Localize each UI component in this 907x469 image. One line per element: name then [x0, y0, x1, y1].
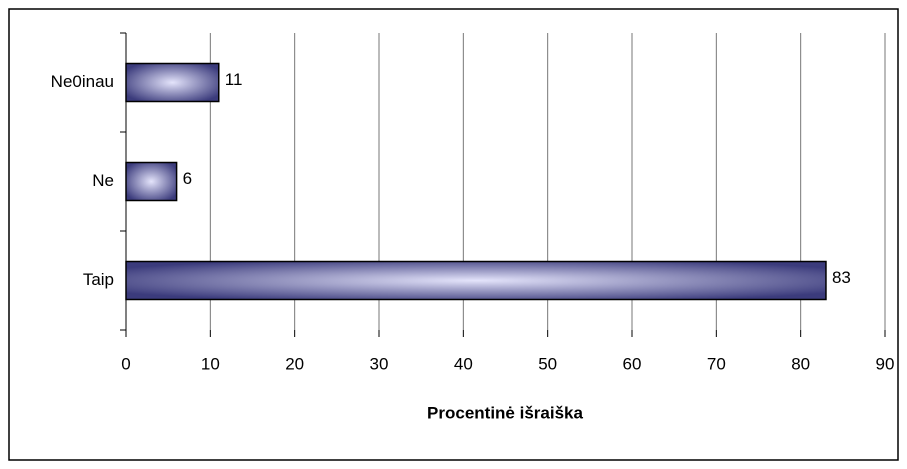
x-tick-label: 10	[201, 354, 220, 373]
x-tick-label: 20	[285, 354, 304, 373]
value-label: 83	[832, 268, 851, 287]
x-tick-label: 70	[707, 354, 726, 373]
y-tick-label: Ne	[92, 171, 114, 190]
x-tick-label: 30	[370, 354, 389, 373]
x-tick-label: 80	[791, 354, 810, 373]
x-tick-label: 50	[538, 354, 557, 373]
y-tick-label: Ne0inau	[51, 72, 114, 91]
x-tick-label: 60	[623, 354, 642, 373]
x-tick-label: 0	[121, 354, 130, 373]
x-axis-title: Procentinė išraiška	[427, 403, 583, 422]
y-tick-label: Taip	[83, 270, 114, 289]
bar	[125, 260, 827, 301]
x-tick-label: 40	[454, 354, 473, 373]
value-label: 6	[183, 169, 192, 188]
bar	[125, 161, 178, 202]
value-label: 11	[225, 70, 243, 89]
bar	[125, 62, 220, 103]
x-tick-label: 90	[876, 354, 895, 373]
